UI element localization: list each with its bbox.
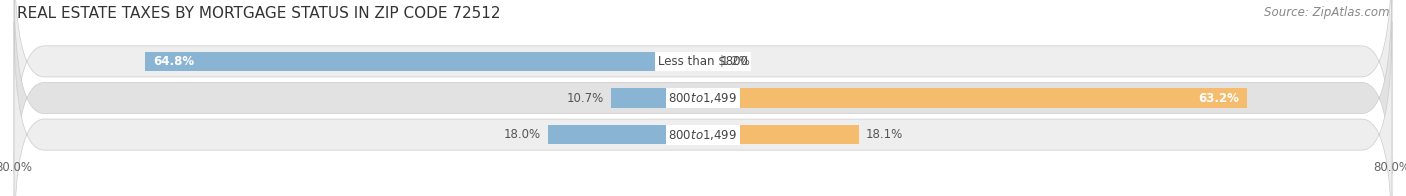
Text: 1.2%: 1.2%: [720, 55, 749, 68]
Text: REAL ESTATE TAXES BY MORTGAGE STATUS IN ZIP CODE 72512: REAL ESTATE TAXES BY MORTGAGE STATUS IN …: [17, 6, 501, 21]
Bar: [703, 88, 1247, 108]
Text: 18.1%: 18.1%: [866, 128, 903, 141]
Text: $800 to $1,499: $800 to $1,499: [668, 91, 738, 105]
Text: 18.0%: 18.0%: [503, 128, 541, 141]
Text: Less than $800: Less than $800: [658, 55, 748, 68]
Text: 10.7%: 10.7%: [567, 92, 605, 104]
Text: $800 to $1,499: $800 to $1,499: [668, 128, 738, 142]
Bar: [548, 125, 703, 144]
Bar: [145, 52, 703, 71]
Text: 64.8%: 64.8%: [153, 55, 194, 68]
FancyBboxPatch shape: [14, 0, 1392, 174]
Text: Source: ZipAtlas.com: Source: ZipAtlas.com: [1264, 6, 1389, 19]
FancyBboxPatch shape: [14, 22, 1392, 196]
Bar: [610, 88, 703, 108]
FancyBboxPatch shape: [14, 0, 1392, 196]
Text: 63.2%: 63.2%: [1198, 92, 1239, 104]
Bar: [703, 125, 859, 144]
Bar: [703, 52, 713, 71]
